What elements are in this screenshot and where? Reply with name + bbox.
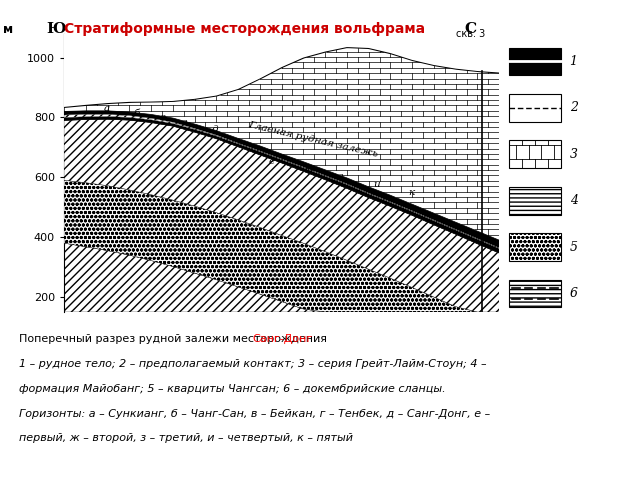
Text: Ю: Ю xyxy=(47,22,66,36)
Text: м: м xyxy=(3,23,13,36)
Polygon shape xyxy=(64,180,499,312)
Polygon shape xyxy=(64,119,499,312)
Text: 5: 5 xyxy=(570,240,578,253)
Text: 4: 4 xyxy=(570,194,578,207)
Polygon shape xyxy=(64,47,499,240)
Polygon shape xyxy=(64,114,499,249)
Text: к: к xyxy=(408,188,414,197)
Text: 1 – рудное тело; 2 – предполагаемый контакт; 3 – серия Грейт-Лайм-Стоун; 4 –: 1 – рудное тело; 2 – предполагаемый конт… xyxy=(19,359,487,369)
Text: Санг-Донг: Санг-Донг xyxy=(253,334,313,344)
Text: ж: ж xyxy=(303,164,315,173)
Text: 6: 6 xyxy=(570,287,578,300)
Polygon shape xyxy=(64,243,499,312)
Text: формация Майобанг; 5 – кварциты Чангсан; 6 – докембрийские сланцы.: формация Майобанг; 5 – кварциты Чангсан;… xyxy=(19,384,446,394)
FancyBboxPatch shape xyxy=(509,94,561,122)
Polygon shape xyxy=(64,114,499,249)
Text: 3: 3 xyxy=(570,148,578,161)
Text: Главная рудная залежь: Главная рудная залежь xyxy=(247,120,378,159)
Text: з: з xyxy=(338,172,344,181)
Text: скв. 3: скв. 3 xyxy=(456,29,485,39)
FancyBboxPatch shape xyxy=(509,48,561,75)
FancyBboxPatch shape xyxy=(509,140,561,168)
Text: Поперечный разрез рудной залежи месторождения: Поперечный разрез рудной залежи месторож… xyxy=(19,334,331,344)
Polygon shape xyxy=(64,117,499,253)
Text: 1: 1 xyxy=(570,55,578,68)
Text: г: г xyxy=(182,118,187,127)
Polygon shape xyxy=(64,114,499,249)
Text: Стратиформные месторождения вольфрама: Стратиформные месторождения вольфрама xyxy=(64,22,425,36)
Text: а: а xyxy=(103,104,109,113)
Polygon shape xyxy=(64,111,499,248)
FancyBboxPatch shape xyxy=(509,279,561,307)
Text: первый, ж – второй, з – третий, и – четвертый, к – пятый: первый, ж – второй, з – третий, и – четв… xyxy=(19,433,353,444)
Text: д: д xyxy=(212,125,219,134)
Text: и: и xyxy=(373,180,380,189)
FancyBboxPatch shape xyxy=(509,233,561,261)
Text: в: в xyxy=(160,113,166,122)
Text: 2: 2 xyxy=(570,101,578,114)
FancyBboxPatch shape xyxy=(509,187,561,215)
Polygon shape xyxy=(64,19,499,107)
Text: С: С xyxy=(465,22,477,36)
Text: :: : xyxy=(317,334,321,344)
Text: Горизонты: а – Сункианг, б – Чанг-Сан, в – Бейкан, г – Тенбек, д – Санг-Донг, е : Горизонты: а – Сункианг, б – Чанг-Сан, в… xyxy=(19,408,490,419)
Text: б: б xyxy=(134,108,140,118)
Text: е: е xyxy=(269,157,275,166)
